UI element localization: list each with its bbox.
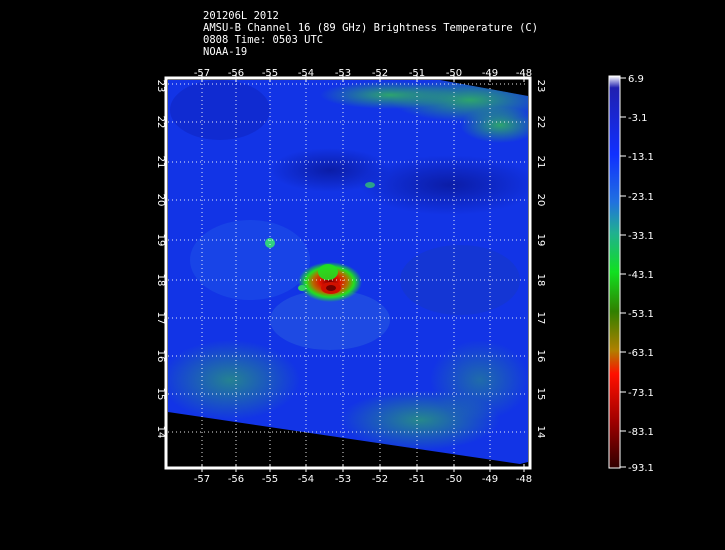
lon-label: -55 — [262, 474, 278, 485]
lon-label: -52 — [372, 474, 388, 485]
lon-label: -52 — [372, 68, 388, 79]
lon-labels-top: -57 -56 -55 -54 -53 -52 -51 -50 -49 -48 — [194, 68, 532, 79]
lat-labels-right: 23 22 21 20 19 18 17 16 15 14 — [535, 80, 546, 439]
header-line-storm: 201206L 2012 — [203, 10, 279, 22]
lon-labels-bottom: -57 -56 -55 -54 -53 -52 -51 -50 -49 -48 — [194, 474, 532, 485]
colorbar-label: -83.1 — [628, 427, 654, 438]
lat-label: 15 — [535, 388, 546, 401]
lat-label: 20 — [155, 194, 166, 207]
lat-label: 15 — [155, 388, 166, 401]
lon-label: -48 — [516, 68, 532, 79]
header-line-satellite: NOAA-19 — [203, 46, 248, 58]
lat-label: 19 — [535, 234, 546, 247]
lat-label: 17 — [155, 312, 166, 325]
lat-label: 16 — [155, 350, 166, 363]
colorbar-ticks — [620, 77, 626, 468]
image-header: 201206L 2012 AMSU-B Channel 16 (89 GHz) … — [203, 10, 538, 58]
colorbar-ramp — [608, 75, 621, 469]
colorbar: 6.9 -3.1 -13.1 -23.1 -33.1 -43.1 -53.1 -… — [608, 74, 654, 474]
lon-label: -57 — [194, 474, 210, 485]
colorbar-label: -53.1 — [628, 309, 654, 320]
lon-label: -56 — [228, 474, 244, 485]
colorbar-label: -3.1 — [628, 113, 648, 124]
lon-label: -50 — [446, 68, 462, 79]
colorbar-label: -43.1 — [628, 270, 654, 281]
lat-label: 18 — [535, 274, 546, 287]
lon-label: -55 — [262, 68, 278, 79]
lon-label: -49 — [482, 68, 498, 79]
lon-label: -51 — [409, 474, 425, 485]
colorbar-label: -33.1 — [628, 231, 654, 242]
storm-core — [298, 262, 362, 302]
lat-label: 22 — [535, 116, 546, 129]
lat-label: 23 — [155, 80, 166, 93]
lat-label: 20 — [535, 194, 546, 207]
lat-label: 14 — [155, 426, 166, 439]
map-plot-area — [164, 74, 532, 472]
lat-label: 14 — [535, 426, 546, 439]
colorbar-label: -93.1 — [628, 463, 654, 474]
lat-labels-left: 23 22 21 20 19 18 17 16 15 14 — [155, 80, 166, 439]
lon-label: -49 — [482, 474, 498, 485]
lon-label: -48 — [516, 474, 532, 485]
colorbar-label: -13.1 — [628, 152, 654, 163]
lon-label: -56 — [228, 68, 244, 79]
map-frame — [164, 76, 532, 470]
frame-tick-marks — [201, 74, 525, 472]
colorbar-label: -63.1 — [628, 348, 654, 359]
colorbar-label: 6.9 — [628, 74, 644, 85]
lat-lon-grid — [168, 80, 528, 466]
colorbar-label: -23.1 — [628, 192, 654, 203]
lon-label: -57 — [194, 68, 210, 79]
lat-label: 22 — [155, 116, 166, 129]
lon-label: -50 — [446, 474, 462, 485]
lat-label: 17 — [535, 312, 546, 325]
lat-label: 21 — [155, 156, 166, 169]
brightness-temperature-swath — [168, 80, 528, 464]
lon-label: -54 — [298, 474, 314, 485]
small-convection-cell — [265, 238, 275, 248]
lon-label: -51 — [409, 68, 425, 79]
lat-label: 18 — [155, 274, 166, 287]
lat-label: 23 — [535, 80, 546, 93]
lon-label: -54 — [298, 68, 314, 79]
header-line-sensor: AMSU-B Channel 16 (89 GHz) Brightness Te… — [203, 22, 539, 34]
lat-label: 21 — [535, 156, 546, 169]
lon-label: -53 — [335, 474, 351, 485]
header-line-time: 0808 Time: 0503 UTC — [203, 34, 324, 46]
colorbar-label: -73.1 — [628, 388, 654, 399]
lon-label: -53 — [335, 68, 351, 79]
lat-label: 19 — [155, 234, 166, 247]
lat-label: 16 — [535, 350, 546, 363]
